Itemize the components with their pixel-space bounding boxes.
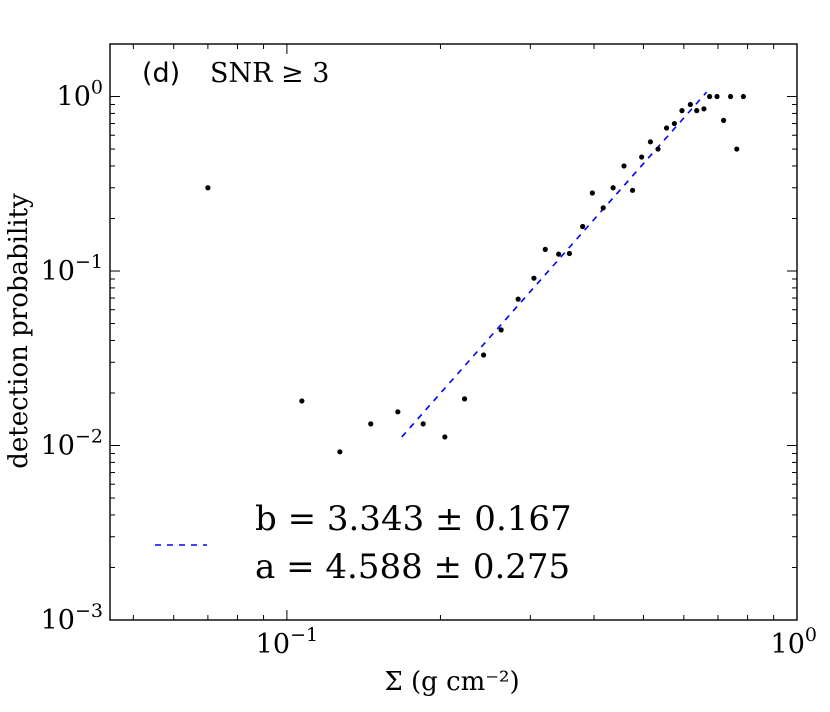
data-point: [621, 163, 627, 169]
data-point: [629, 187, 636, 193]
y-tick-label: 10−2: [41, 426, 103, 462]
x-tick-label: 100: [771, 624, 817, 660]
plot-frame: [109, 43, 798, 621]
data-point: [556, 251, 562, 257]
data-point: [701, 106, 707, 112]
data-point: [687, 101, 693, 108]
fit-line: [401, 91, 708, 438]
data-point: [663, 125, 670, 131]
data-point: [589, 190, 595, 196]
data-point: [205, 185, 211, 191]
data-point: [531, 275, 537, 281]
y-tick-label: 100: [57, 77, 103, 113]
data-point: [671, 120, 678, 127]
data-point: [639, 154, 645, 160]
data-point: [542, 246, 548, 253]
data-point: [420, 421, 426, 427]
data-point: [655, 146, 661, 152]
data-point: [442, 434, 448, 440]
data-point: [480, 352, 487, 358]
data-point: [647, 139, 654, 145]
data-point: [721, 117, 727, 123]
data-point: [299, 398, 305, 404]
data-point: [566, 250, 573, 257]
data-point: [610, 185, 616, 191]
plot-area: [109, 43, 798, 621]
panel-label: (d): [142, 58, 180, 89]
legend-b-value: b = 3.343 ± 0.167: [255, 499, 572, 539]
data-point: [694, 108, 700, 114]
data-point: [395, 409, 401, 415]
data-point: [734, 146, 740, 152]
x-axis-label: Σ (g cm⁻²): [384, 667, 519, 697]
data-point: [600, 205, 606, 211]
data-point: [679, 108, 685, 114]
legend: b = 3.343 ± 0.167 a = 4.588 ± 0.275: [155, 499, 572, 587]
legend-a-value: a = 4.588 ± 0.275: [255, 547, 570, 587]
data-point: [368, 421, 374, 427]
data-point: [706, 93, 713, 100]
data-point: [498, 327, 504, 333]
y-axis-label: detection probability: [4, 193, 34, 469]
data-point: [580, 223, 586, 230]
snr-annotation: SNR ≥ 3: [210, 58, 329, 89]
data-point: [740, 93, 746, 100]
axis-ticks: 10−1 100 10−3 10−2 10−1 100: [41, 43, 817, 660]
x-tick-label: 10−1: [256, 624, 318, 660]
data-point: [515, 296, 521, 302]
data-point: [337, 449, 343, 455]
y-tick-label: 10−1: [41, 251, 103, 287]
data-point: [714, 93, 720, 100]
data-point: [461, 396, 468, 402]
data-marks: [205, 91, 746, 455]
data-point: [727, 93, 734, 100]
y-tick-label: 10−3: [41, 600, 103, 636]
